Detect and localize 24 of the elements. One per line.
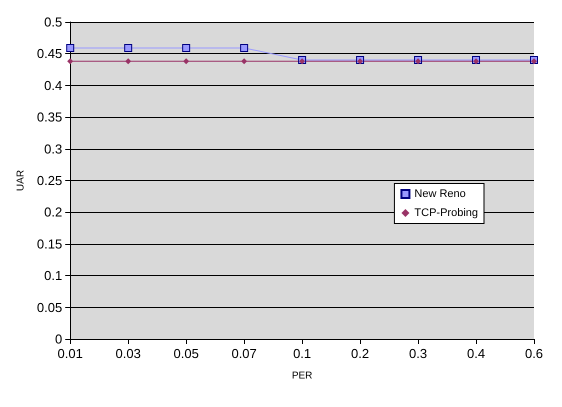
x-tick-label: 0.01 xyxy=(58,346,83,361)
y-tick-label: 0 xyxy=(54,332,62,346)
x-tick-label: 0.2 xyxy=(351,346,370,361)
y-tick-label: 0.45 xyxy=(36,46,62,62)
y-tick-label: 0.1 xyxy=(44,268,62,284)
y-axis-title: UAR xyxy=(16,170,26,192)
y-tick-label: 0.2 xyxy=(44,204,62,220)
x-tick-label: 0.4 xyxy=(466,346,486,361)
x-tick-label: 0.6 xyxy=(524,346,544,361)
y-tick-label: 0.25 xyxy=(36,173,62,188)
y-tick-label: 0.35 xyxy=(36,110,62,125)
x-tick-label: 0.05 xyxy=(173,346,199,361)
x-tick-label: 0.1 xyxy=(293,346,312,361)
legend-label: TCP-Probing xyxy=(414,207,478,219)
x-axis-title: PER xyxy=(292,370,312,382)
y-tick-label: 0.3 xyxy=(44,141,62,156)
x-tick-label: 0.03 xyxy=(116,346,141,361)
y-tick-label: 0.15 xyxy=(36,236,62,252)
legend-label: New Reno xyxy=(414,188,466,200)
y-tick-label: 0.05 xyxy=(36,300,62,315)
y-tick-label: 0.4 xyxy=(44,78,62,93)
y-tick-label: 0.5 xyxy=(44,14,62,30)
x-tick-label: 0.07 xyxy=(231,346,257,361)
x-tick-label: 0.3 xyxy=(409,346,428,361)
